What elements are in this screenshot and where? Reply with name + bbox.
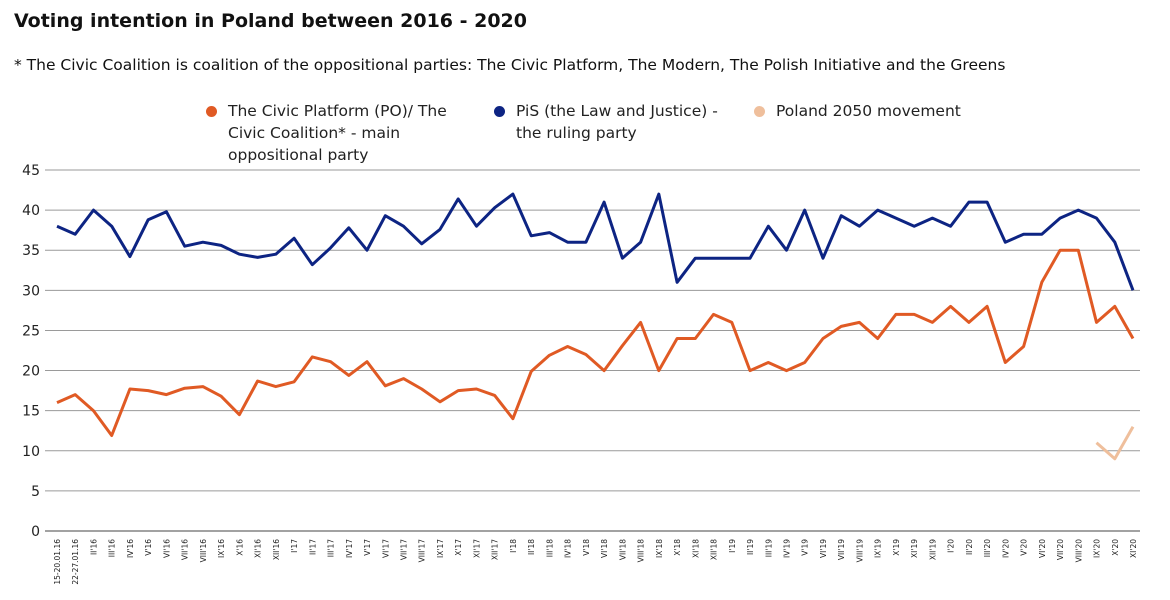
x-tick-label: IV'18 (564, 539, 573, 558)
x-tick-label: IX'19 (874, 539, 883, 558)
x-tick-label: X'18 (673, 539, 682, 556)
x-tick-label: VII'16 (181, 539, 190, 560)
x-tick-label: VI'20 (1038, 539, 1047, 558)
x-tick-label: V'20 (1020, 539, 1029, 556)
x-tick-label: XI'20 (1129, 539, 1138, 558)
x-tick-label: II'20 (965, 539, 974, 555)
x-tick-label: IX'16 (217, 539, 226, 558)
x-tick-label: II'18 (527, 539, 536, 555)
x-tick-label: XI'17 (472, 539, 481, 558)
chart-title: Voting intention in Poland between 2016 … (14, 10, 527, 32)
x-tick-label: IV'19 (782, 539, 791, 558)
legend-item: The Civic Platform (PO)/ The Civic Coali… (206, 100, 458, 166)
x-tick-label: IX'20 (1093, 539, 1102, 558)
x-tick-label: VI'17 (381, 539, 390, 558)
x-tick-label: IX'18 (655, 539, 664, 558)
x-tick-label: I'20 (947, 539, 956, 553)
x-tick-label: II'16 (89, 539, 98, 555)
legend-marker (754, 106, 765, 117)
legend-item: PiS (the Law and Justice) - the ruling p… (494, 100, 731, 144)
y-tick-label: 35 (22, 243, 40, 259)
x-tick-label: VI'19 (819, 539, 828, 558)
x-tick-label: II'19 (746, 539, 755, 555)
x-tick-label: V'18 (582, 539, 591, 556)
x-tick-label: I'19 (728, 539, 737, 553)
x-tick-label: VII'20 (1056, 539, 1065, 560)
x-tick-label: IV'20 (1001, 539, 1010, 558)
y-tick-label: 20 (22, 364, 40, 380)
x-tick-label: XI'16 (254, 539, 263, 558)
x-tick-label: VI'18 (600, 539, 609, 558)
x-tick-label: X'20 (1111, 539, 1120, 556)
x-tick-label: VI'16 (162, 539, 171, 558)
y-tick-label: 10 (22, 444, 40, 460)
x-tick-label: VII'19 (837, 539, 846, 560)
y-tick-label: 25 (22, 323, 40, 339)
x-tick-label: XII'17 (491, 539, 500, 560)
x-tick-label: XI'18 (691, 539, 700, 558)
x-tick-label: VIII'20 (1074, 539, 1083, 563)
x-tick-label: VII'17 (400, 539, 409, 560)
series-line (56, 248, 1135, 437)
x-tick-label: III'19 (764, 539, 773, 557)
x-tick-label: VIII'16 (199, 539, 208, 563)
x-tick-label: V'16 (144, 539, 153, 556)
x-tick-label: XI'19 (910, 539, 919, 558)
x-tick-label: III'17 (327, 539, 336, 557)
y-tick-label: 45 (22, 163, 40, 179)
legend-marker (494, 106, 505, 117)
chart-subtitle: * The Civic Coalition is coalition of th… (14, 56, 1006, 74)
x-tick-label: XII'16 (272, 539, 281, 560)
x-tick-label: XII'18 (710, 539, 719, 560)
y-tick-label: 0 (31, 524, 40, 540)
x-tick-label: IV'16 (126, 539, 135, 558)
x-tick-label: VIII'17 (418, 539, 427, 563)
x-tick-label: III'20 (983, 539, 992, 557)
series-line (1095, 425, 1135, 461)
x-tick-label: IV'17 (345, 539, 354, 558)
legend-item: Poland 2050 movement (754, 100, 996, 122)
legend-label: The Civic Platform (PO)/ The Civic Coali… (228, 102, 447, 164)
y-tick-label: 40 (22, 203, 40, 219)
legend-label: PiS (the Law and Justice) - the ruling p… (516, 102, 718, 142)
x-tick-label: VIII'19 (855, 539, 864, 563)
x-tick-label: V'17 (363, 539, 372, 556)
x-tick-label: VIII'18 (637, 539, 646, 563)
y-tick-label: 5 (31, 484, 40, 500)
x-tick-label: III'16 (108, 539, 117, 557)
y-tick-label: 15 (22, 404, 40, 420)
x-tick-label: X'16 (235, 539, 244, 556)
x-tick-label: II'17 (308, 539, 317, 555)
y-tick-label: 30 (22, 283, 40, 299)
x-tick-label: VII'18 (618, 539, 627, 560)
x-tick-label: V'19 (801, 539, 810, 556)
x-tick-label: XII'19 (928, 539, 937, 560)
legend-marker (206, 106, 217, 117)
x-tick-label: I'17 (290, 539, 299, 553)
x-tick-label: III'18 (545, 539, 554, 557)
series-line (56, 192, 1135, 291)
legend-label: Poland 2050 movement (776, 102, 961, 120)
x-tick-label: IX'17 (436, 539, 445, 558)
x-tick-label: X'19 (892, 539, 901, 556)
x-tick-label: 22-27.01.16 (71, 539, 80, 585)
x-tick-label: X'17 (454, 539, 463, 556)
x-tick-label: I'18 (509, 539, 518, 553)
x-tick-label: 15-20.01.16 (53, 539, 62, 585)
